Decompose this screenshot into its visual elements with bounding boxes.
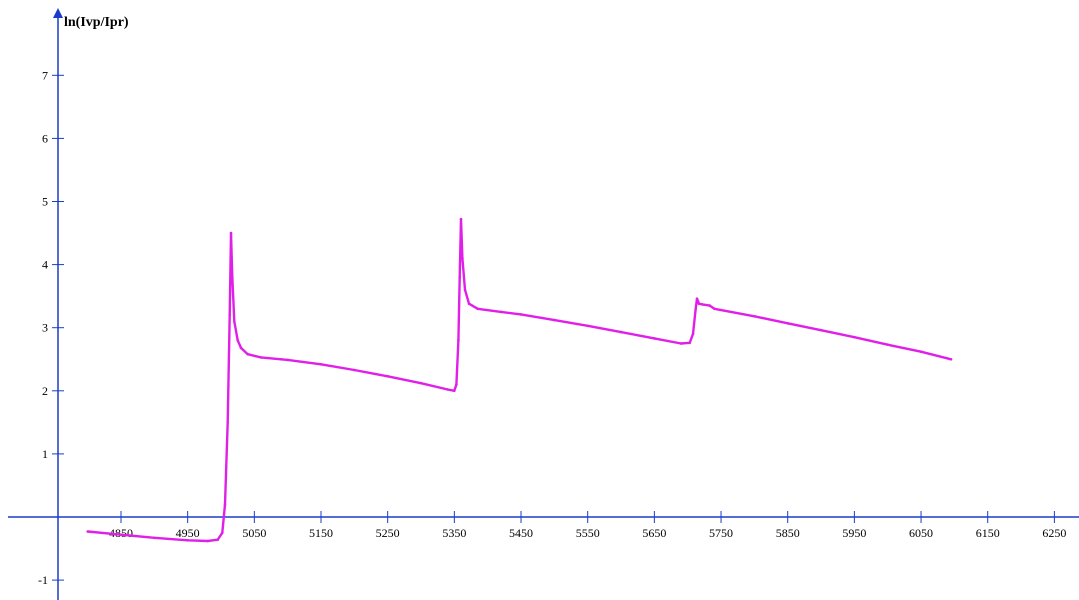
y-tick-label: 7	[42, 68, 48, 82]
data-point	[419, 381, 423, 385]
y-tick-label: 2	[42, 384, 48, 398]
data-point	[695, 297, 699, 301]
data-point	[236, 339, 239, 342]
data-point	[459, 217, 463, 221]
data-point	[586, 324, 589, 328]
data-point	[229, 231, 233, 235]
x-tick-label: 6050	[909, 526, 933, 540]
data-point	[233, 320, 236, 323]
data-point	[239, 346, 243, 350]
data-point	[186, 539, 189, 542]
data-point	[463, 288, 467, 292]
data-point	[519, 313, 523, 316]
x-tick-label: 6150	[976, 526, 1000, 540]
x-tick-label: 5850	[776, 526, 800, 540]
data-point	[853, 335, 856, 339]
data-point	[819, 328, 823, 332]
x-tick-label: 5350	[442, 526, 466, 540]
data-point	[319, 363, 323, 366]
y-tick-label: -1	[38, 573, 48, 587]
x-tick-label: 5450	[509, 526, 533, 540]
data-point	[499, 310, 503, 314]
data-point	[949, 358, 953, 361]
data-point	[476, 307, 480, 311]
data-point	[86, 530, 89, 533]
data-point	[679, 342, 683, 345]
data-point	[246, 352, 249, 356]
y-axis-arrow	[53, 8, 63, 18]
data-point	[553, 318, 556, 322]
x-tick-label: 4950	[176, 526, 200, 540]
data-point	[221, 531, 224, 535]
data-point	[919, 350, 923, 354]
data-point	[223, 503, 227, 506]
axes: 4850 4950 5050 5150 5250 5350 5450 5550 5650 5750…	[8, 8, 1079, 600]
y-tick-label: 3	[42, 321, 48, 335]
data-point	[619, 330, 623, 334]
data-point	[206, 539, 209, 543]
data-point	[228, 313, 231, 317]
data-point	[279, 358, 283, 361]
x-tick-label: 5750	[709, 526, 733, 540]
data-point	[688, 341, 691, 345]
data-point	[286, 358, 290, 362]
data-point	[467, 302, 471, 306]
data-point	[153, 536, 156, 540]
data-point	[701, 303, 704, 306]
series-line	[87, 217, 952, 543]
data-point	[458, 275, 462, 279]
data-point	[119, 533, 123, 536]
x-tick-label: 5250	[376, 526, 400, 540]
data-point	[231, 275, 234, 279]
data-point	[259, 356, 263, 359]
data-point	[708, 304, 711, 307]
data-point	[461, 257, 464, 260]
y-tick-label: 4	[42, 258, 48, 272]
data-point	[453, 389, 456, 393]
data-point	[691, 332, 695, 336]
x-tick-label: 5550	[576, 526, 600, 540]
x-tick-label: 5950	[842, 526, 866, 540]
x-tick-label: 5650	[642, 526, 666, 540]
y-tick-label: 6	[42, 131, 48, 145]
data-point	[216, 538, 219, 541]
data-point	[446, 388, 450, 391]
data-point	[713, 307, 716, 311]
x-tick-label: 5150	[309, 526, 333, 540]
y-axis-label: ln(Ivp/Ipr)	[64, 15, 129, 30]
data-point	[386, 375, 390, 378]
data-point	[455, 383, 458, 386]
data-point	[653, 337, 656, 340]
data-point	[786, 322, 789, 325]
x-tick-label: 6250	[1042, 526, 1066, 540]
data-point	[886, 343, 889, 347]
data-point	[226, 421, 229, 424]
x-tick-label: 4850	[109, 526, 133, 540]
data-point	[697, 302, 701, 306]
data-point	[753, 315, 756, 318]
data-point	[457, 339, 460, 342]
data-point	[694, 307, 697, 311]
data-point	[353, 368, 356, 372]
series-group	[86, 217, 953, 543]
x-tick-label: 5050	[242, 526, 266, 540]
y-tick-label: 5	[42, 195, 48, 209]
y-tick-label: 1	[42, 447, 48, 461]
